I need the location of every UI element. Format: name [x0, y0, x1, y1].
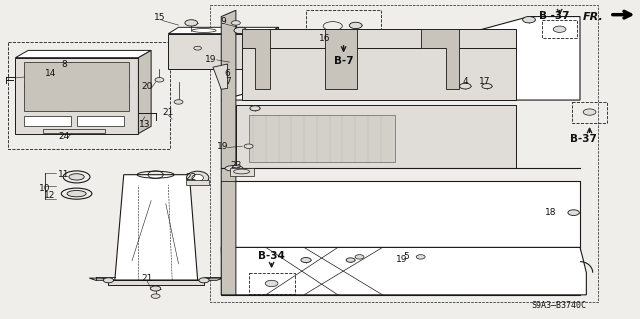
Polygon shape [236, 105, 516, 168]
Text: 8: 8 [61, 60, 67, 69]
Circle shape [234, 27, 246, 33]
Circle shape [244, 144, 253, 148]
Text: 14: 14 [45, 69, 57, 78]
Bar [230, 168, 253, 176]
Polygon shape [15, 58, 138, 134]
Text: 12: 12 [44, 191, 55, 200]
Circle shape [249, 33, 257, 36]
Circle shape [568, 210, 579, 215]
Text: 5: 5 [403, 252, 409, 261]
Text: 9: 9 [220, 18, 226, 26]
Circle shape [416, 255, 425, 259]
Polygon shape [168, 33, 268, 69]
Circle shape [199, 278, 209, 283]
Polygon shape [325, 29, 357, 89]
Polygon shape [221, 181, 580, 248]
Bar [211, 5, 598, 302]
Bar [24, 116, 72, 126]
Bar [8, 42, 170, 149]
Text: 19: 19 [205, 56, 216, 64]
Bar [541, 20, 577, 38]
Polygon shape [420, 29, 459, 89]
Polygon shape [138, 50, 151, 134]
Polygon shape [15, 50, 151, 58]
Bar [572, 102, 607, 122]
Polygon shape [248, 115, 395, 162]
Circle shape [174, 100, 183, 104]
Circle shape [151, 294, 160, 298]
Polygon shape [213, 64, 228, 89]
Ellipse shape [225, 166, 243, 171]
Bar [43, 130, 105, 133]
Polygon shape [90, 278, 223, 280]
Text: 18: 18 [545, 208, 556, 217]
Polygon shape [168, 27, 278, 33]
Circle shape [103, 278, 113, 283]
Circle shape [355, 255, 364, 259]
Polygon shape [108, 280, 204, 286]
Circle shape [232, 21, 241, 25]
Text: B-7: B-7 [334, 56, 353, 66]
Ellipse shape [186, 171, 209, 184]
Polygon shape [221, 248, 580, 295]
Circle shape [250, 106, 260, 111]
Bar [306, 10, 381, 41]
Text: 7: 7 [225, 77, 230, 85]
Circle shape [482, 84, 492, 89]
Ellipse shape [69, 174, 84, 180]
Circle shape [583, 109, 596, 115]
Ellipse shape [67, 190, 86, 197]
Bar [248, 273, 294, 294]
Text: B-34: B-34 [258, 251, 285, 261]
Circle shape [265, 280, 278, 286]
Circle shape [194, 46, 202, 50]
Text: 21: 21 [163, 108, 174, 117]
Polygon shape [243, 29, 270, 89]
Text: 6: 6 [225, 69, 230, 78]
Circle shape [150, 286, 161, 291]
Text: 19: 19 [218, 142, 229, 151]
Text: 15: 15 [154, 13, 165, 22]
Polygon shape [243, 29, 516, 100]
Circle shape [349, 22, 362, 29]
Text: 16: 16 [319, 34, 331, 43]
Text: 21: 21 [141, 274, 152, 283]
Bar [186, 180, 209, 185]
Bar [77, 116, 124, 126]
Text: 24: 24 [58, 132, 70, 141]
Text: 17: 17 [479, 77, 490, 85]
Polygon shape [268, 27, 278, 69]
Polygon shape [221, 10, 236, 295]
Text: 20: 20 [141, 82, 152, 91]
Circle shape [523, 17, 536, 23]
Circle shape [553, 26, 566, 33]
Text: 11: 11 [58, 170, 70, 179]
Circle shape [460, 83, 471, 89]
Circle shape [346, 258, 355, 262]
Text: B-37: B-37 [570, 134, 597, 144]
Text: B -37: B -37 [539, 11, 569, 21]
Text: 10: 10 [39, 184, 51, 193]
Ellipse shape [192, 174, 204, 181]
Text: 22: 22 [186, 173, 197, 182]
Circle shape [155, 78, 164, 82]
Text: FR.: FR. [583, 11, 604, 22]
Polygon shape [24, 62, 129, 111]
Text: 23: 23 [230, 161, 241, 170]
Circle shape [301, 257, 311, 263]
Text: 19: 19 [396, 255, 407, 263]
Text: 4: 4 [463, 77, 468, 85]
Circle shape [185, 20, 198, 26]
Polygon shape [221, 248, 586, 295]
Polygon shape [115, 175, 198, 280]
Polygon shape [221, 17, 580, 100]
Text: S9A3–B3740C: S9A3–B3740C [531, 301, 586, 310]
Text: 13: 13 [139, 120, 150, 129]
